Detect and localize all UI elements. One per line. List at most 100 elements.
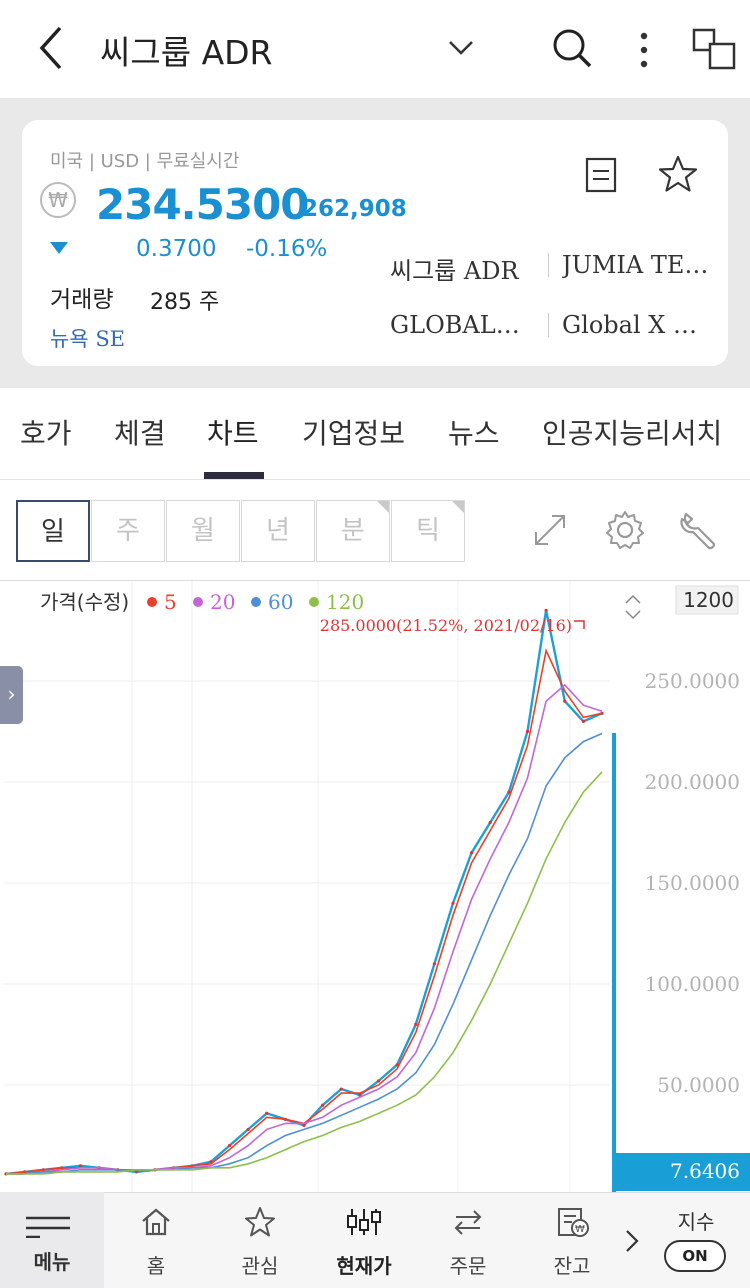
tab-orderbook[interactable]: 호가 [20, 417, 72, 450]
gear-icon[interactable] [603, 508, 647, 552]
y-tick-label: 100.0000 [645, 972, 740, 996]
related-stock-3[interactable]: GLOBAL… [390, 311, 520, 339]
series-line-20 [6, 683, 603, 1175]
price-point [302, 1123, 306, 1127]
nav-order[interactable]: 주문 [416, 1192, 520, 1288]
legend-ma-5: 5 [164, 590, 177, 614]
chevron-down-icon[interactable] [446, 36, 476, 60]
price-point [581, 719, 585, 723]
price-point [470, 851, 474, 855]
exchange-arrows-icon [454, 1210, 482, 1235]
menu-button[interactable] [0, 1192, 104, 1288]
nav-order-label: 주문 [449, 1254, 487, 1278]
peak-annotation: 285.0000(21.52%, 2021/02/16) [320, 616, 572, 635]
chevron-down-icon [625, 610, 641, 620]
more-icon[interactable] [634, 28, 654, 72]
price-point [246, 1127, 250, 1132]
tab-news[interactable]: 뉴스 [448, 417, 500, 450]
divider [548, 313, 549, 337]
period-tick[interactable]: 틱 [391, 500, 465, 562]
nav-current-price[interactable]: 현재가 [312, 1192, 416, 1288]
price-change-percent: -0.16% [246, 236, 328, 262]
market-meta: 미국 | USD | 무료실시간 [50, 151, 240, 172]
price-point [78, 1164, 83, 1168]
legend-dot [193, 597, 203, 607]
current-value: 7.6406 [670, 1159, 740, 1183]
price-point [339, 1087, 343, 1091]
volume-label: 거래량 [50, 287, 114, 313]
chevron-right-icon[interactable] [624, 1228, 640, 1254]
wrench-icon[interactable] [678, 508, 720, 552]
back-icon[interactable] [30, 22, 70, 74]
divider [548, 253, 549, 277]
search-icon[interactable] [550, 26, 594, 70]
price-point [507, 790, 511, 794]
period-day[interactable]: 일 [16, 500, 90, 562]
nav-watchlist-label: 관심 [241, 1254, 279, 1278]
zoom-box [675, 585, 739, 615]
legend-ma-120: 120 [326, 590, 364, 614]
price-point [134, 1170, 138, 1174]
legend-dot [251, 597, 261, 607]
period-month[interactable]: 월 [166, 500, 240, 562]
legend-dot [147, 597, 157, 607]
bottom-nav [0, 1192, 750, 1288]
nav-watchlist[interactable]: 관심 [208, 1192, 312, 1288]
chart-canvas[interactable]: 250.0000200.0000150.0000100.000050.0000 … [0, 581, 750, 1207]
price-point [563, 699, 567, 703]
index-label: 지수 [677, 1210, 715, 1234]
series-line-120 [6, 771, 603, 1175]
price-point [265, 1111, 269, 1115]
tab-company-info[interactable]: 기업정보 [302, 417, 406, 450]
related-stock-2[interactable]: JUMIA TE… [562, 251, 709, 279]
price-point [376, 1079, 381, 1083]
down-arrow-icon [50, 242, 68, 254]
legend-ma-60: 60 [268, 590, 293, 614]
related-stock-1[interactable]: 씨그룹 ADR [390, 257, 519, 285]
home-icon [142, 1208, 170, 1236]
series-line-5 [5, 648, 603, 1175]
period-week[interactable]: 주 [91, 500, 165, 562]
price-point [432, 962, 436, 966]
nav-balance-label: 잔고 [553, 1254, 591, 1278]
y-tick-label: 200.0000 [645, 770, 740, 794]
price-change: 0.3700 [136, 236, 217, 262]
tab-chart[interactable]: 차트 [207, 417, 259, 450]
tab-ai-research[interactable]: 인공지능리서치 [542, 417, 723, 450]
balance-icon: ₩ [558, 1208, 589, 1237]
period-minute[interactable]: 분 [316, 500, 390, 562]
price-point [227, 1144, 232, 1148]
price-point [488, 820, 492, 824]
peak-marker [574, 620, 585, 629]
period-year[interactable]: 년 [241, 500, 315, 562]
star-icon [245, 1207, 275, 1237]
price-point [525, 729, 530, 734]
y-tick-label: 50.0000 [657, 1073, 740, 1097]
price-krw: 262,908 [302, 196, 407, 222]
svg-text:₩: ₩ [575, 1224, 585, 1235]
price-point [544, 608, 548, 612]
nav-balance[interactable]: ₩ 잔고 [520, 1192, 624, 1288]
volume-value: 285 주 [150, 290, 220, 315]
price-point [414, 1022, 418, 1026]
nav-home[interactable]: 홈 [104, 1192, 208, 1288]
active-tab-indicator [204, 472, 264, 479]
star-icon[interactable] [658, 154, 698, 194]
legend-dot [309, 597, 319, 607]
nav-current-price-label: 현재가 [336, 1254, 392, 1278]
multi-window-icon[interactable] [690, 26, 738, 72]
y-tick-label: 150.0000 [645, 871, 740, 895]
tab-bar: 호가 체결 차트 기업정보 뉴스 인공지능리서치 [0, 388, 750, 480]
y-tick-label: 250.0000 [645, 669, 740, 693]
expand-icon[interactable] [530, 510, 570, 550]
memo-icon[interactable] [584, 156, 618, 194]
side-panel-handle[interactable]: › [0, 666, 23, 724]
price-chart[interactable]: 250.0000 200.0000 150.0000 100.0000 50.0000 … [0, 580, 750, 1207]
currency-toggle[interactable]: ₩ [40, 182, 76, 218]
quote-card [22, 120, 728, 366]
tab-trades[interactable]: 체결 [114, 417, 166, 450]
related-stock-4[interactable]: Global X C… [562, 311, 712, 339]
series-line-가격(수정) [5, 610, 603, 1176]
index-toggle[interactable]: ON [664, 1240, 726, 1272]
zoom-label: 1200 [683, 588, 734, 612]
